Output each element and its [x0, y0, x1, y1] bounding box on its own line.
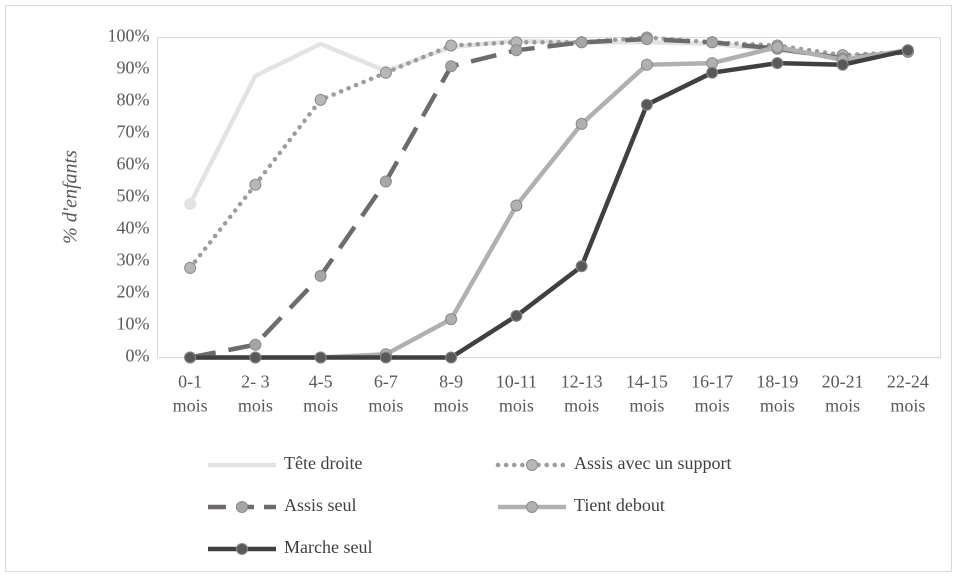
data-point: [836, 58, 849, 71]
data-point: [314, 351, 327, 364]
x-tick-label: 0-1: [178, 372, 202, 392]
data-point: [640, 58, 653, 71]
series-line: [187, 35, 911, 271]
y-tick-label: 50%: [117, 186, 150, 206]
x-tick-label: mois: [434, 396, 469, 416]
data-point: [510, 199, 523, 212]
x-tick-label: 20-21: [822, 372, 864, 392]
legend-marker: [526, 459, 538, 471]
data-point: [510, 309, 523, 322]
x-tick-label: 16-17: [691, 372, 733, 392]
x-tick-label: 2- 3: [241, 372, 270, 392]
data-point: [314, 269, 327, 282]
legend-label: Tête droite: [284, 453, 362, 473]
legend-label: Assis seul: [284, 495, 357, 515]
data-point: [640, 98, 653, 111]
y-axis-ticks: 0% 10% 20% 30% 40% 50% 60% 70% 80% 90% 100%: [108, 26, 150, 366]
y-axis-label: % d'enfants: [60, 150, 82, 244]
data-point: [249, 351, 262, 364]
data-point: [575, 117, 588, 130]
legend-label: Marche seul: [284, 537, 372, 557]
legend-item: Tête droite: [208, 453, 362, 473]
data-point: [249, 178, 262, 191]
x-tick-label: 12-13: [561, 372, 603, 392]
data-point: [184, 351, 197, 364]
legend: Tête droite Assis avec un support Assis se…: [208, 453, 731, 557]
data-point: [314, 93, 327, 106]
x-tick-label: mois: [238, 396, 273, 416]
x-tick-label: mois: [695, 396, 730, 416]
x-tick-label: mois: [499, 396, 534, 416]
x-tick-label: mois: [825, 396, 860, 416]
data-point: [379, 66, 392, 79]
x-tick-label: mois: [760, 396, 795, 416]
y-tick-label: 70%: [117, 122, 150, 142]
plot-area: [157, 37, 941, 358]
x-tick-label: 10-11: [496, 372, 537, 392]
series-layer: [184, 31, 914, 364]
x-tick-label: mois: [890, 396, 925, 416]
legend-item: Tient debout: [498, 495, 665, 515]
data-point: [706, 66, 719, 79]
x-tick-label: mois: [629, 396, 664, 416]
x-tick-label: 6-7: [374, 372, 398, 392]
y-tick-label: 0%: [126, 346, 150, 366]
y-tick-label: 20%: [117, 282, 150, 302]
y-tick-label: 100%: [108, 26, 150, 46]
x-tick-label: mois: [303, 396, 338, 416]
data-point: [249, 338, 262, 351]
data-point: [445, 351, 458, 364]
data-point: [445, 39, 458, 52]
data-point: [445, 313, 458, 326]
data-point: [510, 44, 523, 57]
y-tick-label: 40%: [117, 218, 150, 238]
data-point: [184, 197, 197, 210]
y-tick-label: 10%: [117, 314, 150, 334]
data-point: [184, 261, 197, 274]
data-point: [771, 57, 784, 70]
data-point: [575, 260, 588, 273]
data-point: [445, 60, 458, 73]
y-tick-label: 80%: [117, 90, 150, 110]
x-tick-label: 8-9: [439, 372, 463, 392]
x-axis-ticks: 0-1 mois 2- 3 mois 4-5 mois 6-7 mois 8-9 mois 10-1…: [173, 372, 929, 416]
x-tick-label: 14-15: [626, 372, 668, 392]
data-point: [901, 44, 914, 57]
data-point: [706, 36, 719, 49]
legend-marker: [526, 501, 538, 513]
legend-label: Tient debout: [574, 495, 665, 515]
chart-border: [5, 5, 952, 572]
data-point: [771, 41, 784, 54]
legend-label: Assis avec un support: [574, 453, 731, 473]
x-tick-label: mois: [173, 396, 208, 416]
legend-marker: [236, 543, 248, 555]
y-tick-label: 60%: [117, 154, 150, 174]
y-tick-label: 30%: [117, 250, 150, 270]
data-point: [379, 175, 392, 188]
x-tick-label: 4-5: [309, 372, 333, 392]
y-tick-label: 90%: [117, 58, 150, 78]
series-line: [190, 48, 909, 360]
data-point: [640, 33, 653, 46]
x-tick-label: mois: [368, 396, 403, 416]
legend-item: Assis avec un support: [495, 453, 731, 473]
x-tick-label: 22-24: [887, 372, 929, 392]
data-point: [575, 36, 588, 49]
x-tick-label: mois: [564, 396, 599, 416]
series-4: [184, 44, 914, 364]
x-tick-label: 18-19: [756, 372, 798, 392]
legend-item: Assis seul: [208, 495, 357, 515]
legend-item: Marche seul: [208, 537, 372, 557]
data-point: [379, 351, 392, 364]
legend-marker: [236, 501, 248, 513]
